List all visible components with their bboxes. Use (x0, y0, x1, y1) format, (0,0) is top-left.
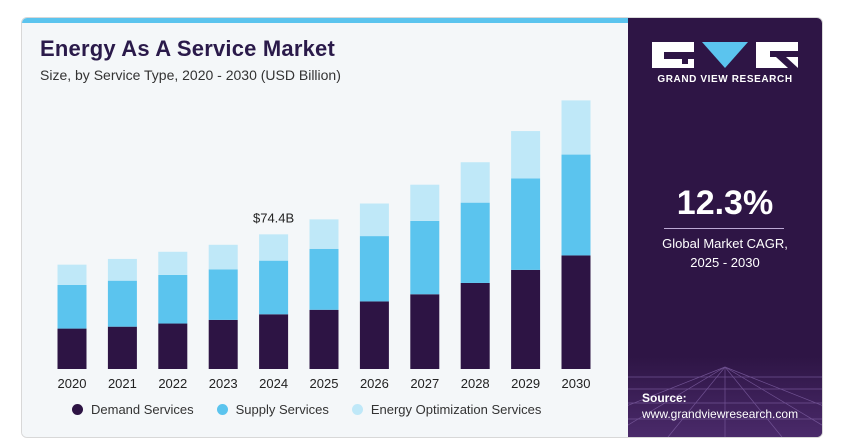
legend-item-supply: Supply Services (216, 402, 329, 417)
legend-label-optimization: Energy Optimization Services (370, 402, 542, 417)
bar-2027-energy-optimization-services (410, 184, 440, 221)
bar-2030-energy-optimization-services (561, 100, 591, 155)
bar-2023-supply-services (208, 269, 238, 320)
chart-title: Energy As A Service Market (40, 36, 336, 61)
bar-2021-energy-optimization-services (107, 258, 137, 281)
legend-label-demand: Demand Services (91, 402, 194, 417)
x-tick-label-2026: 2026 (360, 376, 389, 391)
bar-2022-demand-services (158, 323, 188, 369)
x-tick-label-2020: 2020 (58, 376, 87, 391)
legend-swatch-optimization (351, 404, 363, 415)
perspective-grid-decoration (628, 357, 822, 437)
accent-stripe (22, 18, 628, 23)
bar-2026-energy-optimization-services (359, 203, 389, 237)
cagr-divider (664, 228, 784, 229)
bar-2028-demand-services (460, 282, 490, 369)
x-tick-label-2028: 2028 (461, 376, 490, 391)
bar-2025-energy-optimization-services (309, 219, 339, 249)
grand-view-research-logo (652, 42, 798, 68)
bar-2022-supply-services (158, 274, 188, 324)
bar-2028-energy-optimization-services (460, 162, 490, 203)
bar-2028-supply-services (460, 202, 490, 283)
chart-subtitle: Size, by Service Type, 2020 - 2030 (USD … (40, 67, 341, 83)
stacked-bar-chart: 2020 2021 2022 2023 2024 $74.4B 2025 2026 2027 20… (57, 100, 591, 391)
bar-2026-supply-services (359, 236, 389, 302)
bar-2029-supply-services (511, 178, 541, 270)
bar-2022-energy-optimization-services (158, 251, 188, 275)
bar-2024-supply-services (259, 260, 289, 315)
logo-wordmark: GRAND VIEW RESEARCH (657, 74, 793, 85)
cagr-label: Global Market CAGR, 2025 - 2030 (628, 234, 822, 272)
bar-2027-demand-services (410, 294, 440, 369)
x-tick-label-2021: 2021 (108, 376, 137, 391)
bar-2020-energy-optimization-services (57, 264, 87, 285)
legend-item-optimization: Energy Optimization Services (351, 402, 542, 417)
x-tick-label-2023: 2023 (209, 376, 238, 391)
x-tick-label-2029: 2029 (511, 376, 540, 391)
bar-2025-demand-services (309, 309, 339, 369)
bar-2029-energy-optimization-services (511, 131, 541, 179)
legend-label-supply: Supply Services (235, 402, 329, 417)
x-tick-label-2024: 2024 (259, 376, 288, 391)
x-tick-label-2030: 2030 (562, 376, 591, 391)
cagr-label-line1: Global Market CAGR, (662, 236, 788, 251)
info-sidebar: GRAND VIEW RESEARCH 12.3% Global Market … (628, 18, 822, 437)
bar-2030-supply-services (561, 154, 591, 256)
bar-2021-supply-services (107, 280, 137, 327)
source-link[interactable]: www.grandviewresearch.com (642, 407, 799, 421)
bar-2026-demand-services (359, 301, 389, 369)
cagr-value: 12.3% (676, 184, 774, 222)
bar-2023-demand-services (208, 319, 238, 369)
bar-2020-demand-services (57, 328, 87, 369)
chart-panel: Energy As A Service Market Size, by Serv… (22, 18, 628, 437)
x-tick-label-2025: 2025 (310, 376, 339, 391)
bar-2024-demand-services (259, 314, 289, 369)
bar-2020-supply-services (57, 284, 87, 329)
infographic-card: Energy As A Service Market Size, by Serv… (21, 17, 823, 438)
legend-swatch-demand (72, 404, 83, 415)
legend-item-demand: Demand Services (72, 402, 194, 417)
source-label: Source: (642, 391, 687, 405)
bar-2030-demand-services (561, 255, 591, 369)
bar-2023-energy-optimization-services (208, 244, 238, 270)
data-label-2024: $74.4B (253, 210, 294, 225)
legend-swatch-supply (216, 404, 228, 415)
bar-2029-demand-services (511, 269, 541, 369)
x-tick-label-2027: 2027 (410, 376, 439, 391)
bar-2027-supply-services (410, 220, 440, 295)
bar-2024-energy-optimization-services (259, 234, 289, 261)
cagr-label-line2: 2025 - 2030 (690, 255, 760, 270)
chart-legend: Demand Services Supply Services Energy O… (72, 402, 564, 417)
x-tick-label-2022: 2022 (158, 376, 187, 391)
bar-2021-demand-services (107, 326, 137, 369)
bar-2025-supply-services (309, 248, 339, 310)
